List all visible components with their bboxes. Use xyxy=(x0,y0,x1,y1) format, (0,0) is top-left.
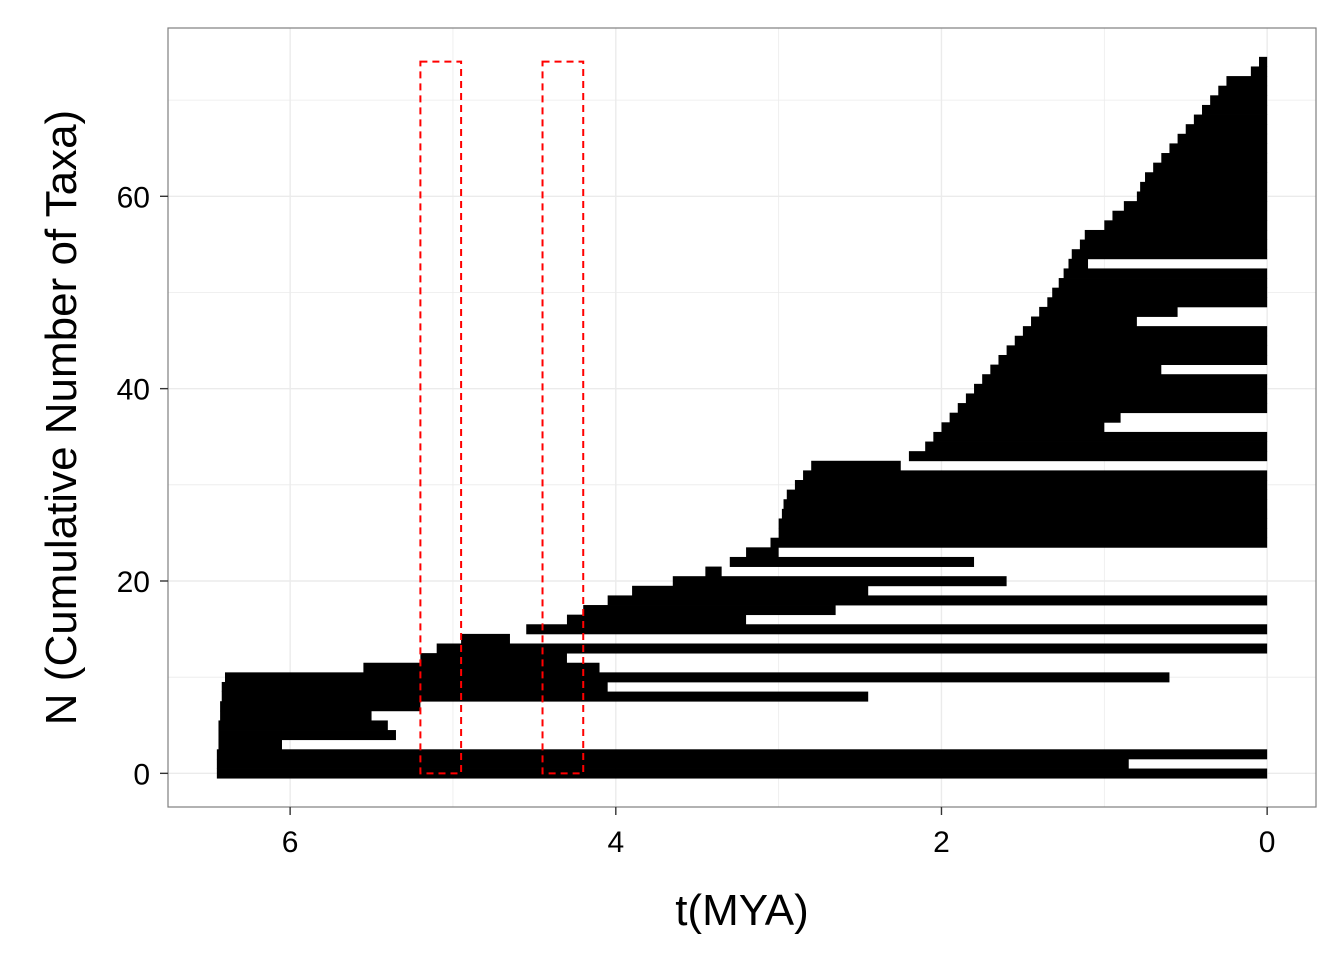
taxon-segment xyxy=(950,413,1121,423)
taxa-segments xyxy=(217,57,1267,779)
x-tick-label: 2 xyxy=(933,826,950,859)
taxon-segment xyxy=(1153,163,1267,173)
taxon-segment xyxy=(1068,259,1088,269)
taxon-segment xyxy=(1124,201,1267,211)
taxon-segment xyxy=(1104,220,1267,230)
taxon-segment xyxy=(220,701,420,711)
y-axis-ticks: 0 20 40 60 xyxy=(117,181,168,791)
x-tick-label: 0 xyxy=(1259,826,1276,859)
taxon-segment xyxy=(1169,143,1267,153)
y-tick-label: 40 xyxy=(117,374,150,407)
taxon-segment xyxy=(925,442,1267,452)
taxon-segment xyxy=(966,393,1267,403)
taxon-segment xyxy=(1194,115,1267,125)
y-tick-label: 0 xyxy=(133,758,150,791)
taxon-segment xyxy=(526,624,1267,634)
x-tick-label: 4 xyxy=(607,826,624,859)
taxon-segment xyxy=(608,595,1267,605)
taxon-segment xyxy=(420,653,567,663)
taxon-segment xyxy=(218,740,282,750)
taxon-segment xyxy=(1112,211,1267,221)
taxon-segment xyxy=(909,451,1267,461)
taxon-segment xyxy=(1031,317,1137,327)
taxon-segment xyxy=(1218,86,1267,96)
taxon-segment xyxy=(787,490,1267,500)
taxon-segment xyxy=(982,374,1267,384)
taxon-segment xyxy=(705,567,721,577)
taxon-segment xyxy=(673,576,1007,586)
taxon-segment xyxy=(217,759,1129,769)
taxon-segment xyxy=(1140,182,1267,192)
taxon-segment xyxy=(222,692,868,702)
taxon-segment xyxy=(1085,230,1267,240)
taxon-segment xyxy=(461,634,510,644)
taxon-segment xyxy=(974,384,1267,394)
y-axis-title: N (Cumulative Number of Taxa) xyxy=(37,110,86,725)
taxon-segment xyxy=(941,422,1104,432)
taxon-segment xyxy=(1251,66,1267,76)
taxon-segment xyxy=(958,403,1267,413)
taxon-segment xyxy=(1039,307,1177,317)
taxon-segment xyxy=(933,432,1267,442)
taxon-segment xyxy=(803,470,1267,480)
taxon-segment xyxy=(225,672,1169,682)
taxon-segment xyxy=(1226,76,1267,86)
x-axis-ticks: 6 4 2 0 xyxy=(282,807,1276,859)
taxon-segment xyxy=(1178,134,1268,144)
taxon-segment xyxy=(632,586,868,596)
taxon-segment xyxy=(218,730,395,740)
x-axis-title: t(MYA) xyxy=(675,886,809,935)
taxon-segment xyxy=(998,355,1267,365)
taxon-segment xyxy=(222,682,608,692)
taxon-segment xyxy=(746,547,779,557)
taxon-segment xyxy=(779,528,1268,538)
taxon-segment xyxy=(1052,288,1267,298)
taxon-segment xyxy=(217,769,1267,779)
taxon-segment xyxy=(1080,240,1267,250)
taxon-segment xyxy=(1023,326,1267,336)
taxon-segment xyxy=(811,461,901,471)
taxon-segment xyxy=(1015,336,1267,346)
taxon-segment xyxy=(1259,57,1267,67)
taxon-segment xyxy=(1202,105,1267,115)
taxon-segment xyxy=(1186,124,1267,134)
taxon-segment xyxy=(437,644,1267,654)
taxon-segment xyxy=(1007,345,1268,355)
taxon-segment xyxy=(779,518,1268,528)
y-tick-label: 20 xyxy=(117,566,150,599)
y-tick-label: 60 xyxy=(117,181,150,214)
x-tick-label: 6 xyxy=(282,826,299,859)
taxon-segment xyxy=(363,663,599,673)
taxon-segment xyxy=(1210,95,1267,105)
taxon-segment xyxy=(795,480,1267,490)
taxon-segment xyxy=(1064,268,1268,278)
taxon-segment xyxy=(1059,278,1267,288)
taxon-segment xyxy=(220,711,371,721)
taxon-segment xyxy=(217,749,1267,759)
taxon-segment xyxy=(1145,172,1267,182)
taxon-segment xyxy=(218,720,387,730)
taxon-segment xyxy=(1072,249,1267,259)
taxon-segment xyxy=(990,365,1161,375)
taxon-segment xyxy=(784,499,1268,509)
taxon-segment xyxy=(567,615,746,625)
taxon-segment xyxy=(782,509,1267,519)
taxon-segment xyxy=(1161,153,1267,163)
taxon-segment xyxy=(583,605,835,615)
taxon-segment xyxy=(730,557,974,567)
taxon-segment xyxy=(770,538,1267,548)
taxon-segment xyxy=(1047,297,1267,307)
taxon-segment xyxy=(1137,191,1267,201)
